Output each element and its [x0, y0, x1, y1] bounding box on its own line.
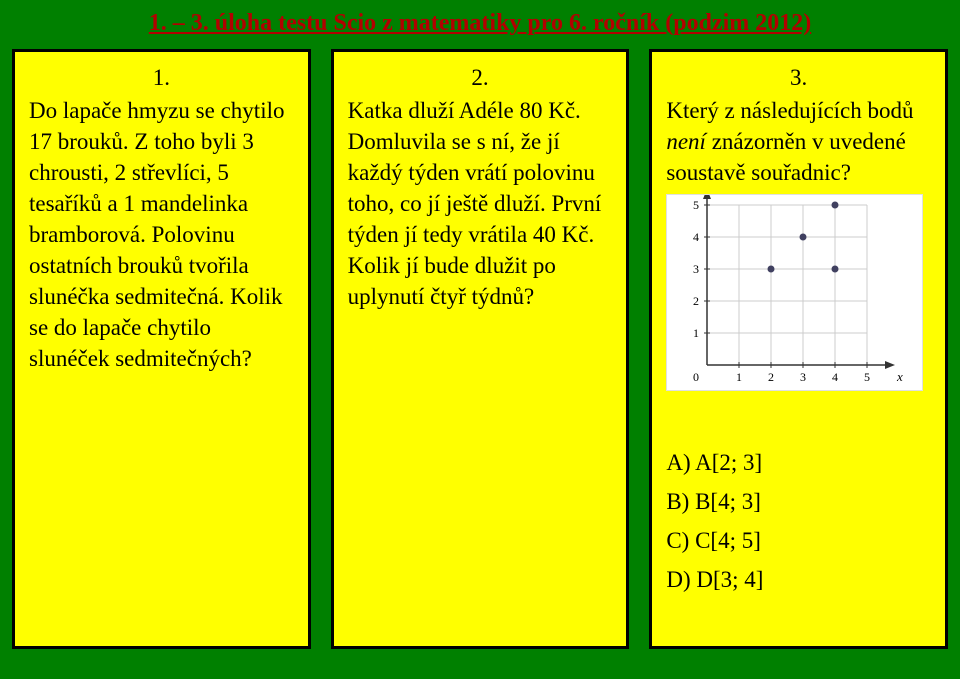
svg-text:5: 5: [864, 370, 870, 384]
task-2-number: 2.: [348, 62, 613, 93]
coord-chart-svg: 12345123450xy: [667, 195, 922, 390]
coord-chart: 12345123450xy: [666, 194, 923, 391]
option-c: C) C[4; 5]: [666, 521, 931, 560]
task-3: 3. Který z následujících bodů není znázo…: [649, 49, 948, 649]
task-1-number: 1.: [29, 62, 294, 93]
option-d: D) D[3; 4]: [666, 560, 931, 599]
svg-text:1: 1: [736, 370, 742, 384]
svg-text:5: 5: [693, 198, 699, 212]
svg-text:0: 0: [693, 370, 699, 384]
svg-text:x: x: [896, 369, 903, 384]
option-b: B) B[4; 3]: [666, 482, 931, 521]
svg-text:2: 2: [768, 370, 774, 384]
option-a: A) A[2; 3]: [666, 443, 931, 482]
columns: 1. Do lapače hmyzu se chytilo 17 brouků.…: [12, 49, 948, 649]
task-2-text: Katka dluží Adéle 80 Kč. Domluvila se s …: [348, 95, 613, 312]
svg-text:4: 4: [693, 230, 699, 244]
task-3-text-em: není: [666, 129, 706, 154]
task-3-text-pre: Který z následujících bodů: [666, 98, 913, 123]
svg-text:4: 4: [832, 370, 838, 384]
task-1-text: Do lapače hmyzu se chytilo 17 brouků. Z …: [29, 95, 294, 374]
task-1: 1. Do lapače hmyzu se chytilo 17 brouků.…: [12, 49, 311, 649]
page-title: 1. – 3. úloha testu Scio z matematiky pr…: [12, 0, 948, 49]
svg-text:1: 1: [693, 326, 699, 340]
task-2: 2. Katka dluží Adéle 80 Kč. Domluvila se…: [331, 49, 630, 649]
svg-text:3: 3: [800, 370, 806, 384]
svg-text:2: 2: [693, 294, 699, 308]
task-3-number: 3.: [666, 62, 931, 93]
svg-text:3: 3: [693, 262, 699, 276]
task-3-text: Který z následujících bodů není znázorně…: [666, 95, 931, 188]
task-3-options: A) A[2; 3] B) B[4; 3] C) C[4; 5] D) D[3;…: [666, 443, 931, 599]
